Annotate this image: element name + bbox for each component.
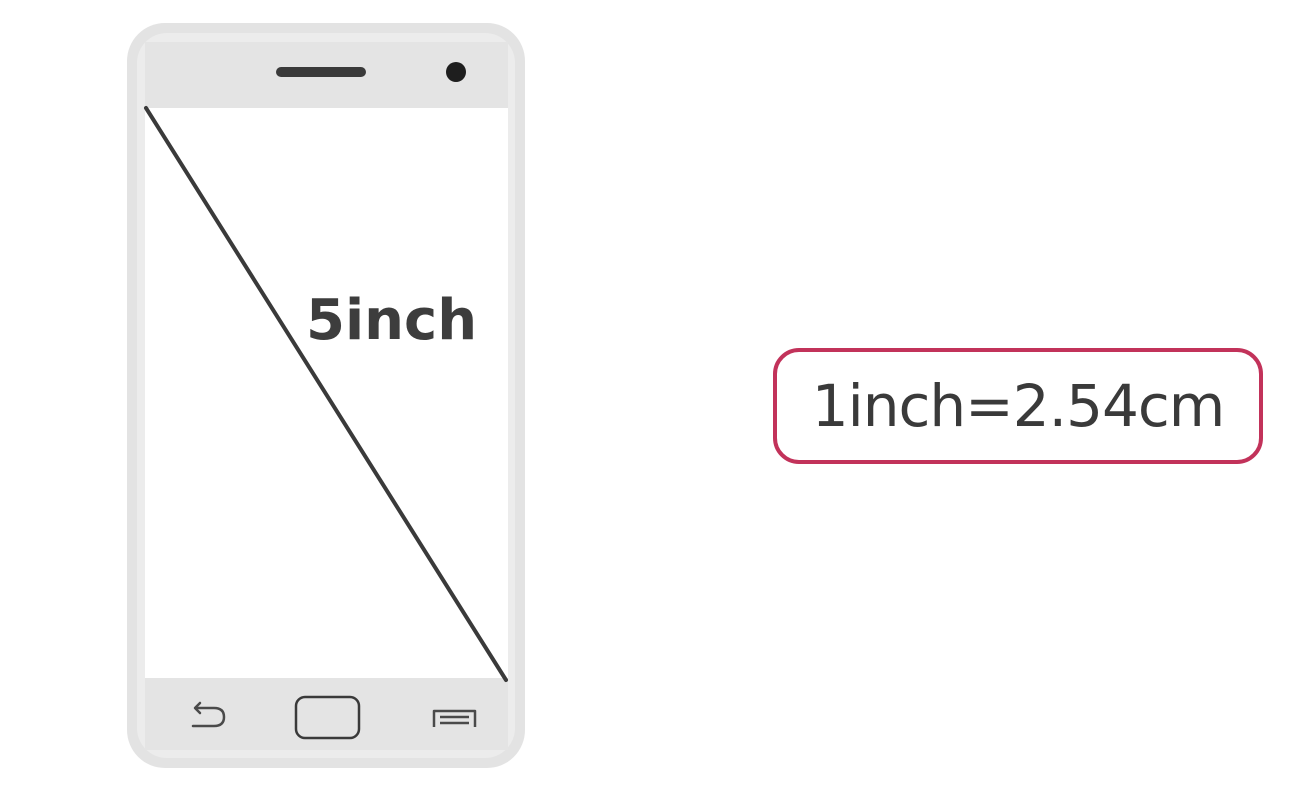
home-button-icon[interactable] bbox=[294, 695, 361, 740]
diagonal-label: 5inch bbox=[306, 288, 477, 353]
speaker-slot-icon bbox=[276, 67, 366, 77]
menu-icon[interactable] bbox=[432, 709, 477, 727]
conversion-box: 1inch=2.54cm bbox=[773, 348, 1263, 464]
front-camera-icon bbox=[446, 62, 466, 82]
diagonal-line bbox=[144, 106, 508, 682]
conversion-text: 1inch=2.54cm bbox=[811, 372, 1226, 440]
back-arrow-icon[interactable] bbox=[191, 701, 226, 728]
